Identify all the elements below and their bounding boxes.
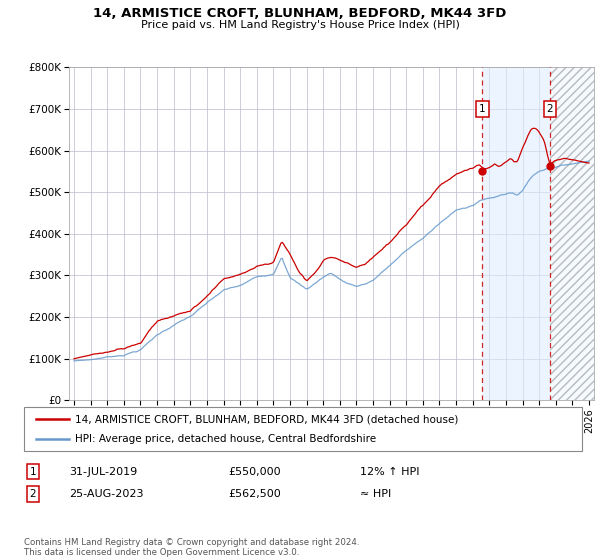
Text: 1: 1: [479, 104, 485, 114]
Bar: [482, 67, 550, 400]
Text: 14, ARMISTICE CROFT, BLUNHAM, BEDFORD, MK44 3FD: 14, ARMISTICE CROFT, BLUNHAM, BEDFORD, M…: [94, 7, 506, 20]
Text: 31-JUL-2019: 31-JUL-2019: [69, 466, 137, 477]
Text: 2: 2: [29, 489, 37, 499]
Text: 2: 2: [547, 104, 553, 114]
Text: 12% ↑ HPI: 12% ↑ HPI: [360, 466, 419, 477]
Text: 25-AUG-2023: 25-AUG-2023: [69, 489, 143, 499]
Bar: [550, 67, 594, 400]
Text: 1: 1: [29, 466, 37, 477]
Text: £550,000: £550,000: [228, 466, 281, 477]
Text: ≈ HPI: ≈ HPI: [360, 489, 391, 499]
Text: HPI: Average price, detached house, Central Bedfordshire: HPI: Average price, detached house, Cent…: [75, 433, 376, 444]
Text: 14, ARMISTICE CROFT, BLUNHAM, BEDFORD, MK44 3FD (detached house): 14, ARMISTICE CROFT, BLUNHAM, BEDFORD, M…: [75, 414, 458, 424]
Text: Contains HM Land Registry data © Crown copyright and database right 2024.
This d: Contains HM Land Registry data © Crown c…: [24, 538, 359, 557]
Text: Price paid vs. HM Land Registry's House Price Index (HPI): Price paid vs. HM Land Registry's House …: [140, 20, 460, 30]
Bar: [550, 67, 594, 400]
Text: £562,500: £562,500: [228, 489, 281, 499]
